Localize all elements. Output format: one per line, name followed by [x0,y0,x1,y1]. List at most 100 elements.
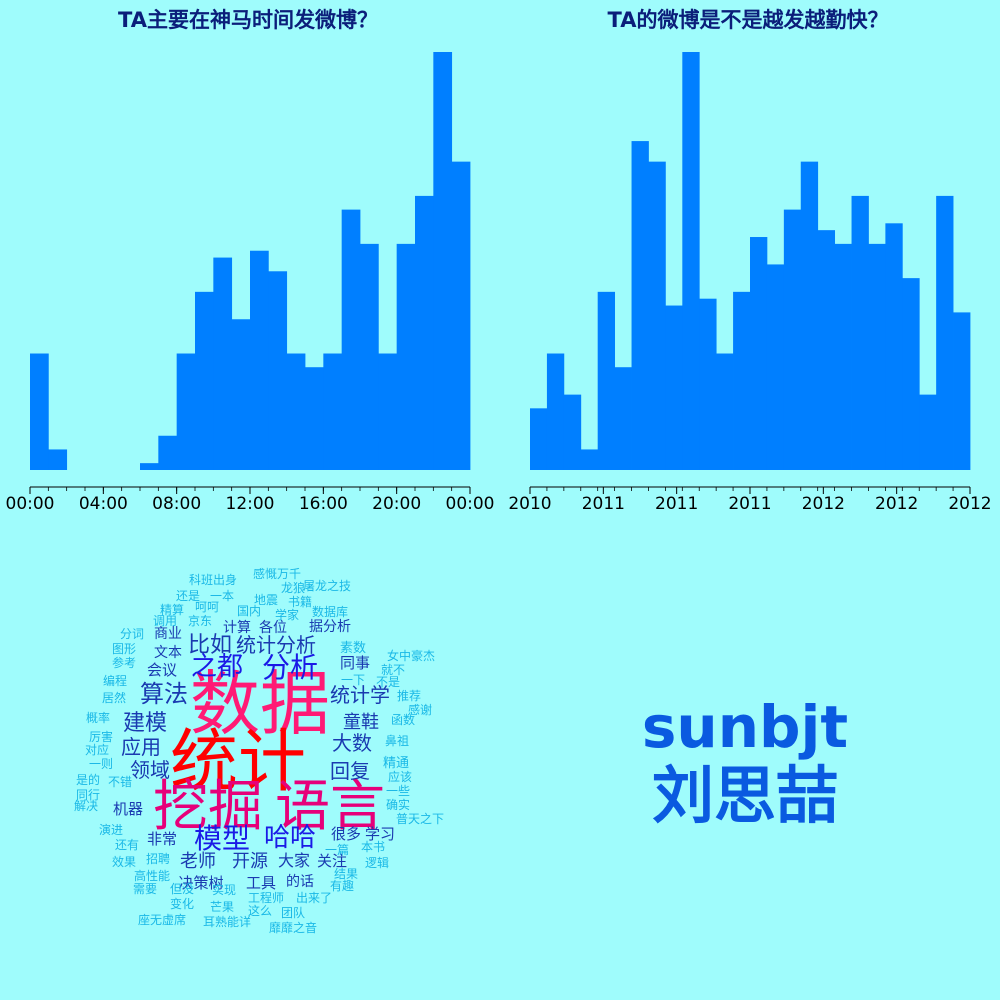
chart-hour-bar [360,244,379,470]
word-cloud-word: 回复 [330,759,370,783]
chart-hour-bar [250,251,269,470]
word-cloud-word: 大家 [278,851,310,870]
word-cloud-word: 同事 [340,654,370,672]
word-cloud-word: 团队 [281,905,305,920]
chart-time-bar [784,210,801,470]
word-cloud-word: 效果 [112,854,136,869]
chart-hour-bar [323,354,342,470]
chart-time-bar [750,237,767,470]
word-cloud-word: 一些 [386,784,410,798]
chart-hour-tick-label: 00:00 [6,494,55,514]
word-cloud-word: 厉害 [89,729,113,744]
word-cloud-word: 算法 [140,680,188,708]
chart-time-bars [530,52,970,470]
chart-hour-bar [397,244,416,470]
word-cloud-word: 老师 [180,851,216,872]
word-cloud-word: 应该 [388,769,412,784]
chart-hour-bar [48,449,67,470]
word-cloud-word: 机器 [113,800,143,818]
chart-hour-bar [433,52,452,470]
chart-hour-bar [213,258,232,470]
chart-time-bar [564,395,581,470]
word-cloud-word: 但没 [170,881,194,896]
word-cloud-word: 高性能 [134,868,170,883]
chart-time-tick-label: 2012 [802,494,845,514]
word-cloud-word: 感慨万千 [253,566,301,581]
word-cloud-word: 京东 [188,614,212,628]
chart-time-title: TA的微博是不是越发越勤快？ [608,8,889,32]
word-cloud-word: 推荐 [397,689,421,703]
word-cloud-word: 大数 [332,731,372,755]
chart-time-tick-label: 2011 [655,494,698,514]
word-cloud-word: 应用 [121,735,161,759]
chart-time-tick-label: 2010 [508,494,551,514]
word-cloud-word: 不是 [376,675,400,689]
chart-time-bar [733,292,750,470]
chart-hour-tick-label: 04:00 [79,494,128,514]
chart-time-bar [801,162,818,470]
chart-time-bar [581,449,598,470]
chart-hour-tick-label: 00:00 [446,494,495,514]
chart-hour-tick-label: 08:00 [152,494,201,514]
word-cloud-word: 演进 [99,822,123,837]
word-cloud-word: 本书 [361,840,385,854]
chart-time-bar [852,196,869,470]
chart-time-bar [767,264,784,470]
word-cloud-word: 实现 [212,882,236,897]
word-cloud-word: 逻辑 [365,856,389,870]
word-cloud-word: 书籍 [288,594,312,609]
word-cloud-word: 是的 [76,772,100,787]
chart-time-bar [868,244,885,470]
chart-hour-bar [378,354,397,470]
word-cloud-word: 解决 [74,799,98,813]
word-cloud-word: 素数 [340,641,366,656]
signature-handle: sunbjt [600,698,890,756]
chart-hour-bar [30,354,49,470]
word-cloud-word: 招聘 [146,852,170,866]
word-cloud-word: 确实 [386,797,410,812]
word-cloud-word: 屠龙之技 [303,579,351,593]
word-cloud-word: 调用 [153,614,177,628]
chart-time-x-axis: 2010 2011 2011 2011 2012 2012 2012 [508,487,991,514]
word-cloud-word: 开源 [232,851,268,872]
word-cloud-word: 居然 [102,690,126,705]
chart-time-bar [902,278,919,470]
word-cloud-word: 哈哈 [264,823,316,853]
word-cloud-word: 数据库 [312,604,348,619]
word-cloud-word: 变化 [170,896,194,911]
chart-hour-bar [177,354,196,470]
word-cloud-word: 芒果 [210,899,234,914]
word-cloud-word: 不错 [108,775,132,789]
word-cloud-word: 工具 [246,874,276,892]
word-cloud-word: 国内 [237,604,261,618]
word-cloud-word: 各位 [259,620,287,636]
word-cloud-word: 概率 [86,710,110,725]
chart-time-bar [818,230,835,470]
word-cloud-word: 很多 [331,825,361,843]
word-cloud-word: 分词 [120,627,144,641]
chart-hour-bar [415,196,434,470]
chart-hour-tick-label: 16:00 [299,494,348,514]
word-cloud-word: 普天之下 [396,812,444,826]
word-cloud-word: 童鞋 [343,712,379,733]
chart-time-bar [682,52,699,470]
chart-time-bar [648,162,665,470]
word-cloud-word: 的话 [286,874,314,890]
chart-time-bar [615,367,632,470]
word-cloud-word: 据分析 [309,619,351,635]
word-cloud-word: 计算 [223,620,251,636]
chart-time-tick-label: 2012 [948,494,991,514]
chart-time-bar [936,196,953,470]
chart-hour-bar [232,319,251,470]
chart-hour-bar [452,162,471,470]
word-cloud-word: 一下 [341,673,365,687]
chart-time-bar [716,354,733,470]
word-cloud-word: 耳熟能详 [203,914,251,929]
word-cloud-word: 需要 [133,882,157,896]
word-cloud-word: 出来了 [296,891,332,905]
word-cloud-word: 靡靡之音 [269,920,317,935]
word-cloud-word: 领域 [130,758,170,782]
word-cloud-word: 座无虚席 [138,912,186,927]
word-cloud-word: 鼻祖 [385,733,409,748]
